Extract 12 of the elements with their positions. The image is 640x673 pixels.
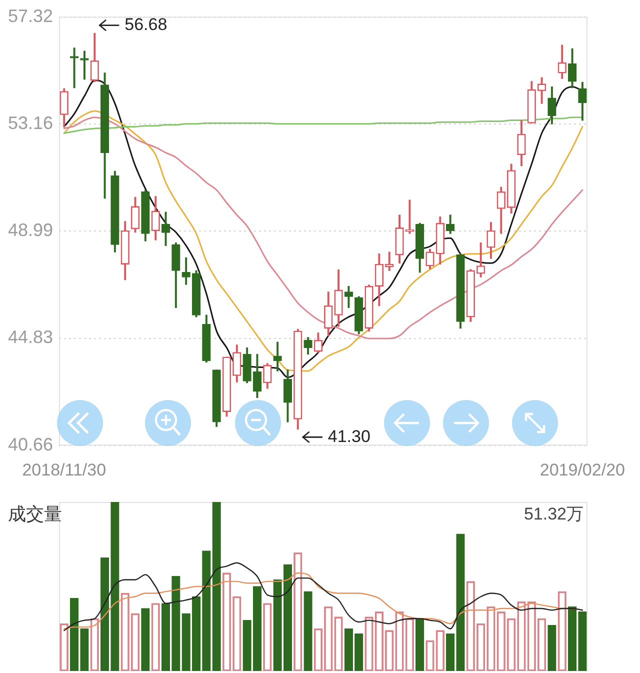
y-tick-label: 40.66 <box>8 434 54 455</box>
x-tick-label: 2019/02/20 <box>540 460 625 480</box>
y-tick-label: 57.32 <box>8 6 54 26</box>
chart-title: 成交量 <box>8 504 62 524</box>
x-tick-label: 2018/11/30 <box>22 460 106 480</box>
y-tick-label: 53.16 <box>8 112 54 133</box>
annotation: 41.30 <box>328 426 370 446</box>
annotation: 56.68 <box>124 14 168 34</box>
annotation: 51.32万 <box>524 504 584 524</box>
candlestick <box>405 200 414 234</box>
y-tick-label: 48.99 <box>8 220 54 240</box>
y-tick-label: 44.83 <box>8 327 54 348</box>
